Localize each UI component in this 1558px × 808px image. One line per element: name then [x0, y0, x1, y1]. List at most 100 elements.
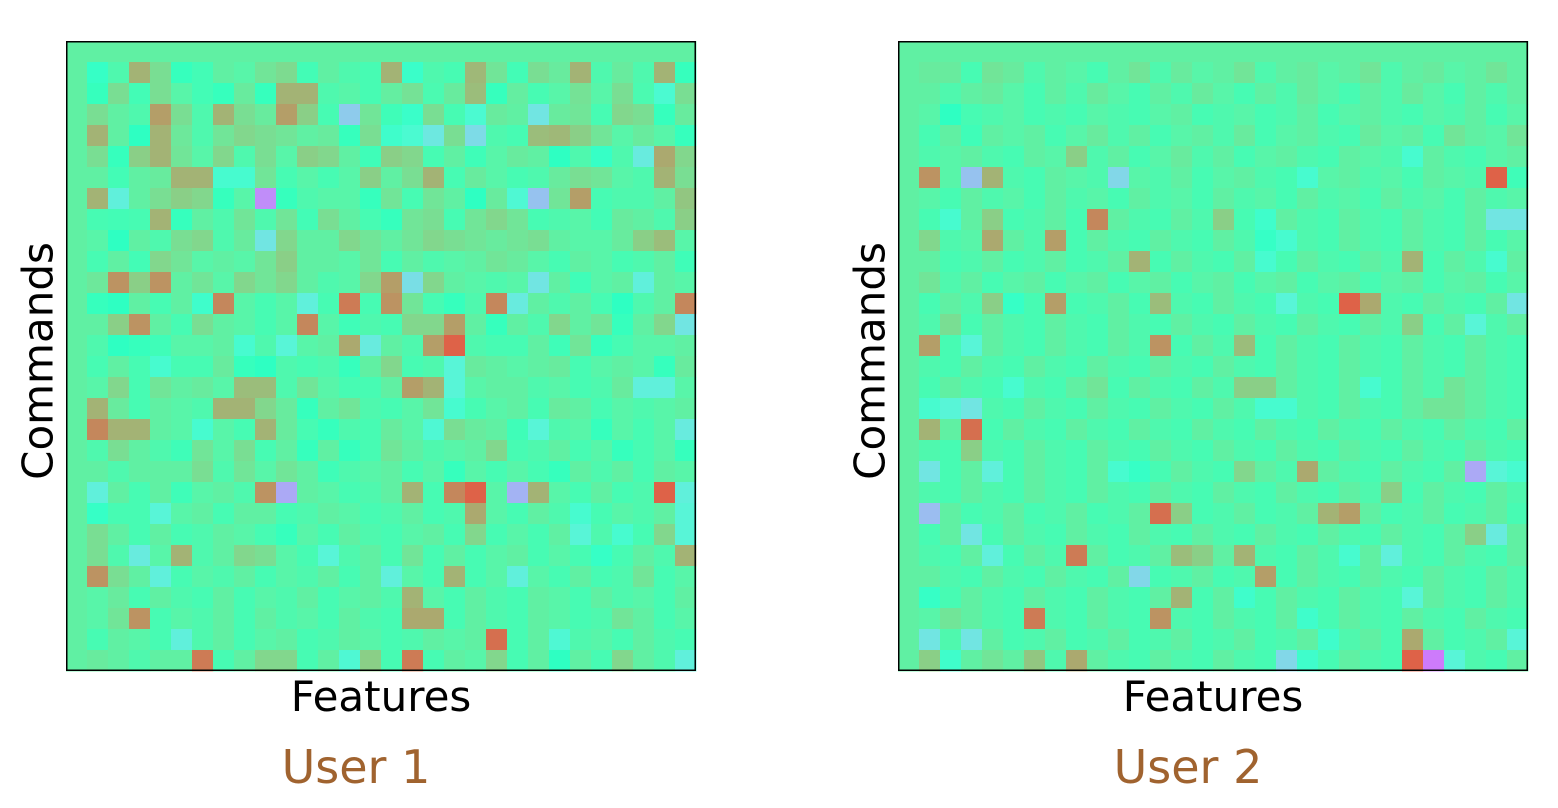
heatmap-cell — [1066, 209, 1088, 231]
heatmap-cell — [961, 62, 983, 84]
heatmap-cell — [1381, 188, 1403, 210]
heatmap-cell — [486, 62, 508, 84]
heatmap-cell — [402, 587, 424, 609]
heatmap-cell — [444, 125, 466, 147]
heatmap-cell — [612, 251, 634, 273]
heatmap-cell — [360, 650, 382, 672]
heatmap-cell — [898, 83, 920, 105]
heatmap-cell — [486, 293, 508, 315]
heatmap-cell — [87, 41, 109, 63]
heatmap-cell — [318, 230, 340, 252]
heatmap-cell — [339, 608, 361, 630]
heatmap-cell — [1024, 230, 1046, 252]
heatmap-cell — [528, 293, 550, 315]
heatmap-cell — [1129, 608, 1151, 630]
heatmap-cell — [129, 41, 151, 63]
heatmap-cell — [1339, 272, 1361, 294]
heatmap-cell — [591, 335, 613, 357]
heatmap-cell — [171, 482, 193, 504]
heatmap-cell — [1171, 167, 1193, 189]
heatmap-cell — [339, 335, 361, 357]
heatmap-cell — [1171, 524, 1193, 546]
heatmap-cell — [234, 251, 256, 273]
heatmap-cell — [1255, 545, 1277, 567]
heatmap-cell — [129, 83, 151, 105]
heatmap-cell — [150, 356, 172, 378]
heatmap-cell — [87, 587, 109, 609]
heatmap-cell — [612, 146, 634, 168]
heatmap-cell — [1444, 398, 1466, 420]
heatmap-cell — [444, 104, 466, 126]
heatmap-cell — [1255, 482, 1277, 504]
heatmap-cell — [1003, 272, 1025, 294]
heatmap-cell — [1192, 293, 1214, 315]
heatmap-cell — [423, 251, 445, 273]
heatmap-cell — [171, 41, 193, 63]
heatmap-cell — [1276, 125, 1298, 147]
heatmap-cell — [633, 314, 655, 336]
heatmap-cell — [1255, 587, 1277, 609]
heatmap-cell — [129, 377, 151, 399]
heatmap-cell — [1507, 440, 1529, 462]
heatmap-cell — [1507, 62, 1529, 84]
heatmap-cell — [1381, 566, 1403, 588]
heatmap-cell — [528, 398, 550, 420]
heatmap-cell — [591, 188, 613, 210]
heatmap-cell — [213, 419, 235, 441]
heatmap-cell — [1129, 209, 1151, 231]
heatmap-cell — [898, 230, 920, 252]
heatmap-cell — [1171, 188, 1193, 210]
heatmap-cell — [66, 335, 88, 357]
heatmap-cell — [633, 650, 655, 672]
heatmap-cell — [1276, 188, 1298, 210]
heatmap-cell — [1066, 503, 1088, 525]
heatmap-cell — [919, 167, 941, 189]
heatmap-cell — [1339, 41, 1361, 63]
heatmap-cell — [982, 293, 1004, 315]
heatmap-cell — [234, 146, 256, 168]
heatmap-cell — [1003, 398, 1025, 420]
heatmap-cell — [1465, 293, 1487, 315]
heatmap-cell — [940, 293, 962, 315]
heatmap-cell — [1213, 62, 1235, 84]
heatmap-cell — [982, 440, 1004, 462]
heatmap-cell — [1192, 482, 1214, 504]
heatmap-cell — [1003, 125, 1025, 147]
heatmap-cell — [675, 545, 697, 567]
heatmap-cell — [1507, 293, 1529, 315]
heatmap-cell — [982, 482, 1004, 504]
heatmap-cell — [87, 188, 109, 210]
heatmap-cell — [1465, 629, 1487, 651]
heatmap-cell — [1108, 650, 1130, 672]
heatmap-cell — [654, 314, 676, 336]
heatmap-cell — [87, 461, 109, 483]
heatmap-cell — [1150, 83, 1172, 105]
heatmap-cell — [1402, 503, 1424, 525]
heatmap-cell — [1213, 167, 1235, 189]
heatmap-cell — [591, 293, 613, 315]
heatmap-cell — [1381, 230, 1403, 252]
heatmap-cell — [465, 167, 487, 189]
heatmap-cell — [318, 377, 340, 399]
heatmap-cell — [1486, 251, 1508, 273]
heatmap-cell — [1276, 398, 1298, 420]
heatmap-cell — [255, 209, 277, 231]
heatmap-cell — [1465, 41, 1487, 63]
heatmap-cell — [276, 566, 298, 588]
heatmap-cell — [465, 125, 487, 147]
heatmap-cell — [234, 209, 256, 231]
heatmap-cell — [1003, 419, 1025, 441]
heatmap-cell — [961, 104, 983, 126]
heatmap-cell — [234, 272, 256, 294]
heatmap-cell — [486, 272, 508, 294]
heatmap-cell — [486, 461, 508, 483]
heatmap-cell — [1444, 125, 1466, 147]
heatmap-cell — [1465, 272, 1487, 294]
heatmap-cell — [1087, 314, 1109, 336]
heatmap-cell — [1255, 230, 1277, 252]
heatmap-cell — [1486, 545, 1508, 567]
heatmap-cell — [1423, 251, 1445, 273]
heatmap-cell — [1486, 146, 1508, 168]
heatmap-cell — [591, 650, 613, 672]
heatmap-cell — [465, 503, 487, 525]
